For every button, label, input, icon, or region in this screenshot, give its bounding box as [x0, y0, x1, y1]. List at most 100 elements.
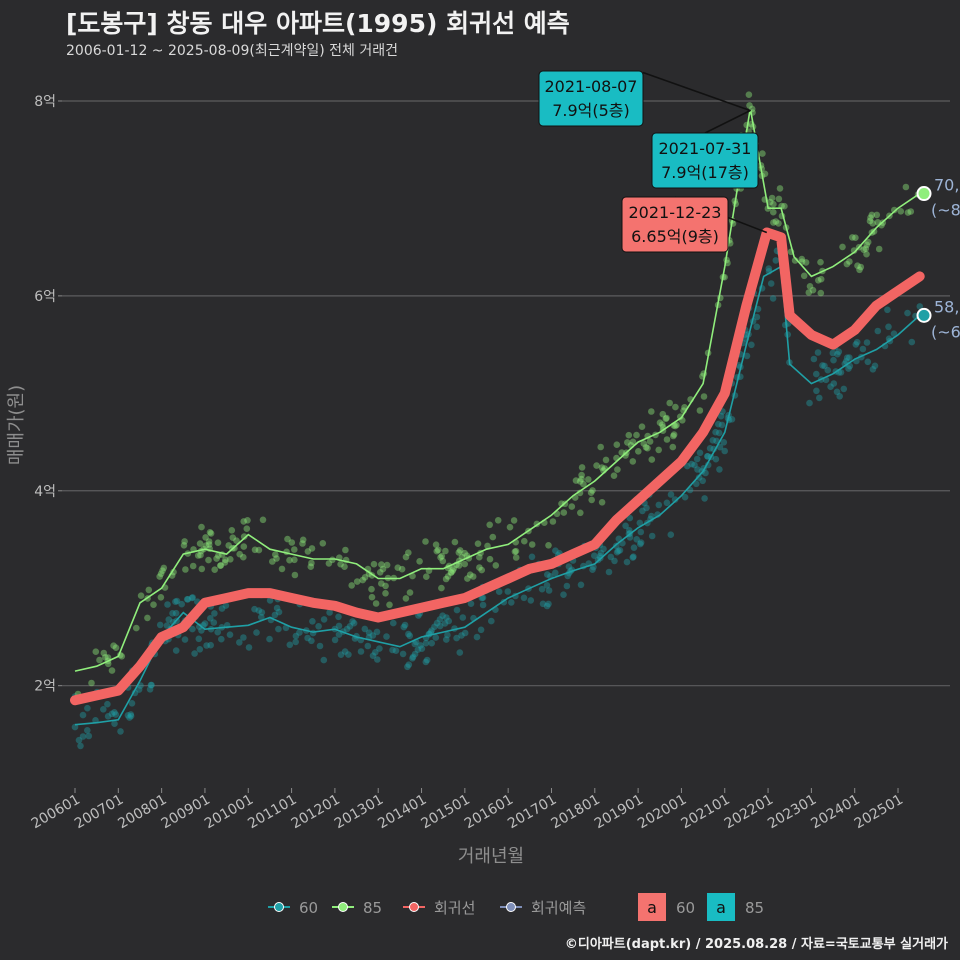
scatter-point-60 — [712, 428, 719, 436]
scatter-point-85 — [233, 537, 240, 544]
callout-date: 2021-08-07 — [545, 77, 638, 96]
scatter-point-60 — [112, 711, 120, 718]
scatter-point-60 — [814, 349, 822, 356]
scatter-point-60 — [124, 712, 132, 719]
scatter-point-60 — [639, 507, 646, 515]
scatter-point-60 — [135, 686, 143, 693]
scatter-point-85 — [578, 475, 585, 483]
scatter-point-60 — [655, 501, 663, 509]
scatter-point-60 — [461, 629, 469, 637]
scatter-point-85 — [240, 533, 248, 540]
scatter-point-85 — [205, 556, 212, 564]
scatter-point-85 — [442, 547, 449, 555]
scatter-point-85 — [857, 263, 865, 271]
y-tick-label: 2억 — [34, 679, 56, 695]
scatter-point-85 — [648, 456, 656, 463]
scatter-point-60 — [859, 345, 867, 353]
scatter-point-60 — [188, 594, 196, 602]
scatter-point-85 — [666, 399, 673, 407]
scatter-point-60 — [273, 604, 281, 612]
scatter-point-85 — [197, 551, 204, 559]
end-marker — [916, 307, 932, 323]
scatter-point-60 — [852, 341, 860, 348]
scatter-point-60 — [146, 686, 154, 693]
scatter-point-85 — [817, 289, 825, 297]
scatter-point-85 — [137, 592, 145, 599]
scatter-point-85 — [449, 567, 457, 574]
scatter-point-85 — [251, 546, 259, 554]
scatter-point-60 — [589, 566, 596, 573]
x-tick-label: 201201 — [289, 792, 343, 833]
scatter-point-60 — [545, 587, 553, 594]
scatter-point-60 — [840, 385, 848, 393]
scatter-point-85 — [118, 653, 126, 660]
scatter-point-85 — [849, 234, 856, 241]
scatter-point-85 — [560, 509, 568, 516]
scatter-point-60 — [409, 655, 416, 662]
x-tick-label: 201301 — [332, 792, 386, 833]
scatter-point-60 — [404, 663, 411, 671]
scatter-point-60 — [874, 327, 882, 335]
scatter-point-60 — [473, 633, 481, 641]
callout-box — [651, 132, 759, 189]
scatter-point-60 — [520, 594, 528, 602]
scatter-point-60 — [214, 628, 221, 636]
scatter-point-60 — [108, 710, 116, 718]
scatter-point-60 — [643, 504, 650, 512]
scatter-point-60 — [374, 656, 381, 663]
scatter-point-85 — [576, 478, 584, 485]
scatter-point-60 — [85, 732, 93, 740]
x-tick-label: 201401 — [375, 792, 429, 833]
legend-badge — [707, 893, 735, 921]
scatter-point-85 — [402, 595, 410, 602]
scatter-point-85 — [614, 466, 621, 473]
scatter-point-60 — [846, 354, 853, 361]
scatter-point-60 — [636, 519, 644, 527]
scatter-point-85 — [450, 565, 458, 572]
scatter-point-85 — [772, 218, 780, 225]
scatter-point-60 — [701, 495, 708, 502]
scatter-point-85 — [361, 574, 369, 581]
scatter-point-60 — [251, 605, 258, 613]
scatter-point-85 — [402, 553, 410, 561]
scatter-point-85 — [512, 554, 520, 561]
callout-value: 7.9억(5층) — [552, 101, 630, 120]
scatter-point-85 — [867, 214, 874, 221]
scatter-point-60 — [373, 628, 381, 636]
scatter-point-60 — [172, 647, 180, 654]
scatter-point-85 — [662, 415, 670, 423]
scatter-point-60 — [869, 366, 877, 373]
scatter-point-85 — [506, 523, 514, 531]
scatter-point-60 — [361, 625, 369, 633]
scatter-point-85 — [510, 517, 518, 524]
scatter-point-60 — [207, 615, 214, 622]
scatter-point-85 — [337, 560, 344, 568]
scatter-point-60 — [694, 466, 701, 473]
scatter-point-85 — [578, 471, 585, 479]
scatter-point-60 — [630, 544, 638, 551]
scatter-point-85 — [214, 539, 222, 546]
scatter-point-85 — [873, 211, 881, 219]
scatter-point-60 — [829, 349, 837, 357]
scatter-point-60 — [833, 388, 841, 396]
scatter-point-60 — [183, 596, 191, 603]
scatter-point-60 — [326, 609, 333, 616]
scatter-point-85 — [494, 517, 502, 524]
scatter-point-60 — [411, 650, 419, 658]
scatter-point-60 — [436, 622, 444, 630]
scatter-point-60 — [890, 330, 898, 338]
end-label-value: 58,031 — [934, 297, 960, 316]
y-tick-label: 4억 — [34, 484, 56, 500]
scatter-point-60 — [207, 641, 214, 649]
scatter-point-60 — [704, 453, 711, 460]
scatter-point-60 — [399, 650, 407, 658]
scatter-point-85 — [663, 414, 670, 422]
end-label-area: (~85㎡) — [931, 201, 960, 220]
scatter-point-85 — [202, 534, 209, 541]
scatter-point-85 — [386, 601, 393, 609]
legend-key-dot — [506, 902, 516, 912]
scatter-point-85 — [240, 553, 247, 561]
scatter-point-85 — [370, 560, 378, 568]
scatter-point-85 — [587, 489, 595, 497]
scatter-point-60 — [753, 313, 761, 321]
